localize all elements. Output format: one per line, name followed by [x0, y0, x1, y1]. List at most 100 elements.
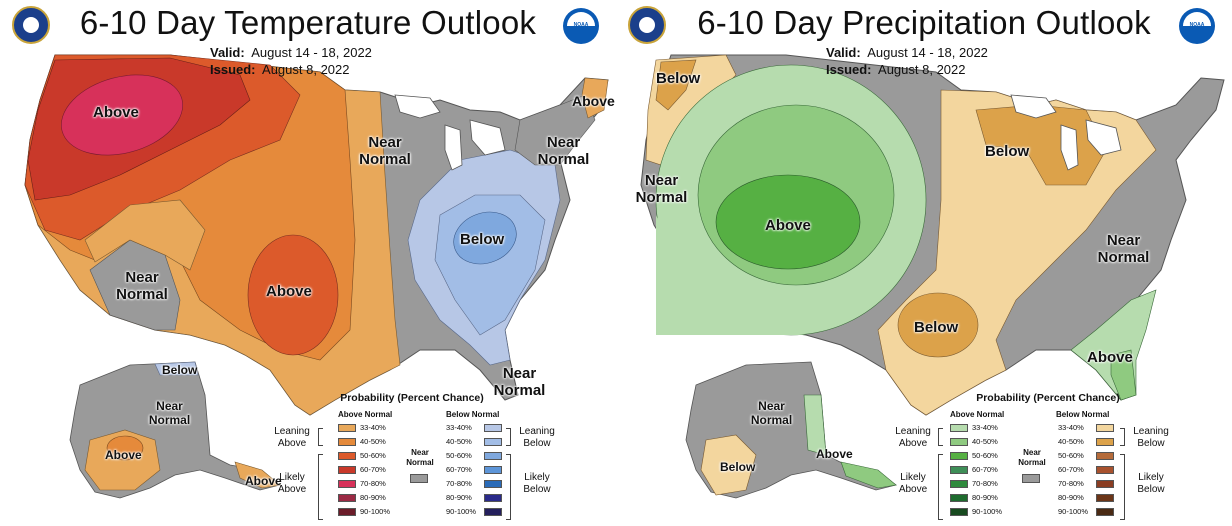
region-label: Near Normal: [537, 134, 590, 168]
legend-range-below: 50-60%: [446, 451, 472, 460]
legend-swatch-above: [950, 494, 968, 502]
region-label: Above: [105, 448, 142, 462]
region-label: Below: [720, 460, 756, 474]
legend-swatch-above: [338, 424, 356, 432]
noaa-logo-icon: NOAA: [563, 8, 599, 44]
temp-above-70-region: [61, 74, 183, 156]
region-label: Near Normal: [1097, 232, 1150, 266]
legend-swatch-below: [484, 466, 502, 474]
alaska-panhandle-above: [234, 461, 281, 489]
legend-brace: [506, 428, 511, 446]
legend-brace: [506, 454, 511, 520]
legend-brace: [938, 428, 943, 446]
precip-above-33-clip: [656, 215, 806, 335]
alaska-east-above: [803, 394, 827, 456]
temperature-map-graphic: [24, 54, 609, 499]
legend-title: Probability (Percent Chance): [340, 392, 484, 404]
legend-near-normal: Near Normal: [406, 448, 434, 467]
valid-value: August 14 - 18, 2022: [251, 45, 372, 60]
legend-leaning-below: Leaning Below: [519, 426, 555, 449]
temperature-outlook-map: 6-10 Day Temperature Outlook NOAA Valid:…: [12, 4, 615, 520]
alaska-panhandle-above: [840, 461, 897, 489]
legend-swatch-below: [1096, 438, 1114, 446]
legend-swatch-below: [484, 438, 502, 446]
legend-range-below: 60-70%: [1058, 465, 1084, 474]
legend-swatch-below: [1096, 424, 1114, 432]
legend-brace: [1120, 428, 1125, 446]
temp-maine-above: [581, 77, 609, 119]
legend-brace: [318, 428, 323, 446]
precipitation-map-graphic: [640, 54, 1225, 499]
legend-range-below: 40-50%: [446, 437, 472, 446]
legend-brace: [938, 454, 943, 520]
legend-range-below: 60-70%: [446, 465, 472, 474]
legend-range-above: 40-50%: [972, 437, 998, 446]
region-label: Near Normal: [635, 172, 688, 206]
legend-range-above: 33-40%: [972, 423, 998, 432]
legend-swatch-above: [338, 508, 356, 516]
legend-below-header: Below Normal: [446, 410, 500, 419]
legend-brace: [318, 454, 323, 520]
legend-range-below: 50-60%: [1058, 451, 1084, 460]
legend-swatch-above: [950, 438, 968, 446]
precip-southern-plains-below: [897, 292, 979, 358]
legend-leaning-above: Leaning Above: [895, 426, 931, 449]
legend-swatch-above: [950, 452, 968, 460]
valid-label: Valid:: [210, 45, 245, 60]
legend-swatch-below: [1096, 508, 1114, 516]
region-label: Above: [816, 447, 853, 461]
alaska-southwest-below: [700, 434, 757, 496]
legend-near-normal: Near Normal: [1018, 448, 1046, 467]
department-seal-icon: [628, 6, 666, 44]
legend-range-above: 90-100%: [972, 507, 1003, 516]
legend-swatch-above: [338, 494, 356, 502]
temperature-title: 6-10 Day Temperature Outlook: [79, 4, 537, 41]
alaska-above-core: [106, 435, 144, 461]
temp-below-50-region: [453, 211, 517, 265]
region-label: Near Normal: [359, 134, 411, 168]
precip-southeast-above: [1070, 289, 1157, 401]
legend-range-below: 40-50%: [1058, 437, 1084, 446]
legend-above-header: Above Normal: [950, 410, 1005, 419]
legend-swatch-below: [1096, 466, 1114, 474]
noaa-logo-icon: NOAA: [1179, 8, 1215, 44]
legend-range-below: 80-90%: [1058, 493, 1084, 502]
legend-likely-above: Likely Above: [898, 472, 928, 495]
legend-range-above: 50-60%: [360, 451, 386, 460]
legend-swatch-above: [338, 452, 356, 460]
region-label: Above: [93, 104, 139, 121]
region-label: Below: [460, 231, 505, 248]
alaska-north-below: [154, 361, 199, 376]
legend-likely-below: Likely Below: [523, 472, 551, 495]
precipitation-legend: Probability (Percent Chance) Above Norma…: [895, 392, 1198, 522]
issued-label: Issued:: [826, 62, 872, 77]
legend-brace: [1120, 454, 1125, 520]
legend-range-above: 70-80%: [972, 479, 998, 488]
region-label: Near Normal: [493, 365, 546, 399]
region-label: Near Normal: [148, 399, 191, 427]
legend-range-above: 50-60%: [972, 451, 998, 460]
region-label: Above: [1087, 349, 1133, 366]
legend-range-below: 70-80%: [446, 479, 472, 488]
legend-range-above: 80-90%: [972, 493, 998, 502]
legend-swatch-below: [484, 494, 502, 502]
legend-swatch-below: [1096, 494, 1114, 502]
legend-range-below: 90-100%: [446, 507, 477, 516]
issued-label: Issued:: [210, 62, 256, 77]
temp-northeast-near-normal: [514, 94, 596, 166]
precipitation-title: 6-10 Day Precipitation Outlook: [697, 4, 1151, 41]
legend-range-above: 60-70%: [972, 465, 998, 474]
great-lakes: [394, 94, 506, 171]
legend-swatch-above: [950, 508, 968, 516]
legend-title: Probability (Percent Chance): [976, 392, 1120, 404]
temp-leaning-pocket: [84, 199, 206, 271]
legend-swatch-above: [950, 480, 968, 488]
region-label: Near Normal: [116, 269, 168, 303]
legend-swatch-above: [338, 480, 356, 488]
great-lakes: [1010, 94, 1122, 171]
legend-swatch-below: [484, 508, 502, 516]
legend-above-header: Above Normal: [338, 410, 393, 419]
temp-southern-plains-core: [247, 234, 339, 356]
legend-leaning-above: Leaning Above: [274, 426, 310, 449]
legend-swatch-below: [484, 480, 502, 488]
